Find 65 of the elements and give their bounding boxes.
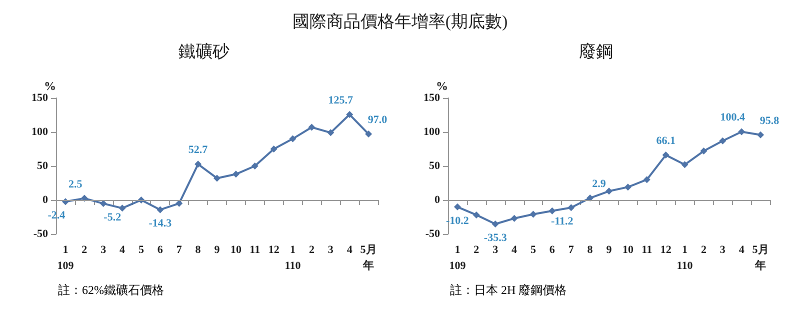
x-tick-label: 4 [738,244,745,256]
x-tick-label: 5月年 [752,244,769,272]
y-tick-label: 100 [32,126,48,138]
x-tick-label: 5月年 [360,244,377,272]
data-label: -5.2 [104,212,122,224]
x-tick-label: 8 [587,244,594,256]
x-tick-label: 5 [138,244,144,256]
y-tick-label: 0 [42,194,48,206]
x-tick-label: 1 110 [676,244,694,272]
x-tick-label: 2 [700,244,707,256]
x-tick-label: 11 [250,244,260,256]
x-tick-label: 12 [268,244,280,256]
x-tick-label: 3 [492,244,499,256]
data-label: -14.3 [148,218,172,230]
y-tick-label: 150 [424,92,440,104]
data-label: 66.1 [656,135,676,148]
x-tick-label: 2 [474,244,480,256]
x-tick-label: 12 [660,244,672,256]
x-tick-label: 1 109 [57,244,74,272]
x-tick-label: 7 [568,244,574,256]
x-tick-label: 7 [176,244,182,256]
x-tick-label: 11 [642,244,652,256]
y-tick-label: 150 [32,92,48,104]
y-tick-label: 50 [37,160,48,172]
data-label: 2.9 [592,178,606,190]
x-tick-label: 8 [195,244,202,256]
data-label: -11.2 [550,216,574,228]
data-label: -35.3 [484,232,508,244]
text: 註：日本 2H 廢鋼價格 [449,282,568,299]
x-tick-label: 6 [549,244,556,256]
x-tick-label: 2 [82,244,88,256]
y-tick-label: -50 [33,228,48,240]
chart-subtitle: 鐵礦砂 [178,42,230,61]
x-tick-label: 3 [328,244,334,256]
x-tick-label: 10 [230,244,242,256]
x-tick-label: 4 [346,244,353,256]
x-tick-label: 3 [100,244,107,256]
x-tick-label: 1 109 [449,244,466,272]
x-tick-label: 9 [606,244,612,256]
x-tick-label: 9 [214,244,220,256]
y-axis-title: % [436,79,448,93]
x-tick-label: 4 [512,244,518,256]
y-tick-label: 100 [424,126,440,138]
data-label: 100.4 [720,112,746,124]
x-tick-label: 2 [308,244,315,256]
data-label: 95.8 [760,114,780,127]
x-tick-label: 5 [530,244,536,256]
x-tick-label: 4 [120,244,126,256]
x-tick-label: 6 [157,244,164,256]
data-label: 97.0 [368,114,388,126]
data-label: 2.5 [68,178,83,190]
data-label: -10.2 [446,214,470,227]
x-tick-label: 1 110 [284,244,302,272]
x-tick-label: 3 [720,244,726,256]
y-tick-label: -50 [425,228,440,240]
chart-subtitle: 廢鋼 [579,42,613,61]
y-tick-label: 50 [429,160,440,172]
data-label: 125.7 [328,94,354,107]
y-tick-label: 0 [434,194,440,206]
y-axis-title: % [44,79,56,93]
text: 註：62%鐵礦石價格 [57,282,165,299]
chart-title: 國際商品價格年增率(期底數) [291,11,509,33]
x-tick-label: 10 [622,244,634,256]
data-label: -2.4 [48,210,66,222]
data-label: 52.7 [188,144,208,156]
